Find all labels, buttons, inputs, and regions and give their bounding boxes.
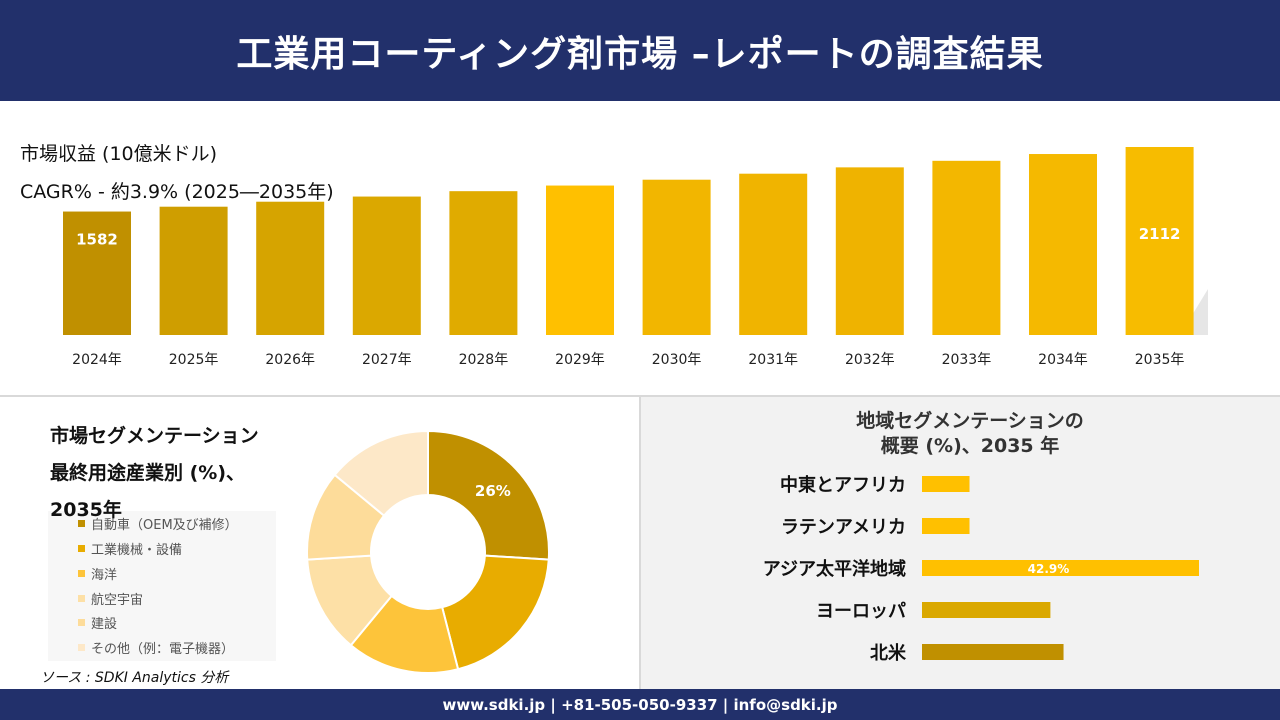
region-category-label: ヨーロッパ bbox=[816, 601, 906, 622]
legend-item: 工業機械・設備 bbox=[78, 539, 182, 558]
region-category-label: 北米 bbox=[870, 642, 907, 664]
donut-slice bbox=[333, 429, 429, 518]
revenue-bar bbox=[352, 196, 421, 335]
year-tick-label: 2030年 bbox=[652, 352, 702, 368]
donut-legend: 自動車（OEM及び補修） 工業機械・設備 海洋 航空宇宙 建設 その他（例：電子… bbox=[48, 511, 276, 661]
revenue-bar bbox=[835, 167, 904, 335]
revenue-bar bbox=[63, 211, 131, 335]
legend-label: 工業機械・設備 bbox=[91, 543, 183, 558]
revenue-bar bbox=[642, 179, 711, 335]
revenue-bar bbox=[932, 160, 1001, 335]
segment-title-line3: 2035年 bbox=[50, 499, 122, 521]
page-title: 工業用コーティング剤市場 –レポートの調査結果 bbox=[236, 33, 1044, 75]
region-panel bbox=[641, 397, 1280, 689]
segment-title-line1: 市場セグメンテーション bbox=[50, 425, 259, 447]
legend-swatch bbox=[78, 520, 85, 527]
legend-item: 建設 bbox=[78, 613, 117, 632]
legend-label: 航空宇宙 bbox=[91, 593, 144, 608]
region-title-line1: 地域セグメンテーションの bbox=[856, 410, 1084, 432]
legend-item: その他（例：電子機器） bbox=[78, 638, 234, 657]
revenue-bar bbox=[739, 173, 808, 335]
revenue-bar bbox=[546, 185, 614, 335]
year-tick-label: 2028年 bbox=[459, 352, 509, 368]
legend-swatch bbox=[78, 644, 85, 651]
legend-label: その他（例：電子機器） bbox=[91, 642, 235, 657]
region-bar bbox=[922, 602, 1051, 618]
region-bar bbox=[922, 644, 1064, 660]
donut-slice bbox=[427, 429, 550, 561]
region-category-label: アジア太平洋地域 bbox=[763, 558, 906, 580]
legend-item: 海洋 bbox=[78, 564, 117, 583]
revenue-bar bbox=[159, 206, 228, 335]
region-title-line2: 概要 (%)、2035 年 bbox=[880, 435, 1060, 457]
year-tick-label: 2033年 bbox=[942, 352, 992, 368]
revenue-value-label: 1582 bbox=[76, 231, 118, 249]
cagr-label: CAGR% - 約3.9% (2025―2035年) bbox=[20, 181, 334, 203]
year-tick-label: 2025年 bbox=[169, 352, 219, 368]
legend-swatch bbox=[78, 619, 85, 626]
legend-swatch bbox=[78, 570, 85, 577]
donut-slice bbox=[440, 554, 550, 671]
revenue-bar bbox=[1125, 147, 1194, 335]
legend-label: 自動車（OEM及び補修） bbox=[91, 518, 238, 533]
legend-label: 海洋 bbox=[91, 568, 118, 583]
revenue-bar bbox=[1029, 154, 1097, 335]
year-tick-label: 2029年 bbox=[555, 352, 605, 368]
footer-contact: www.sdki.jp | +81-505-050-9337 | info@sd… bbox=[442, 695, 838, 714]
legend-item: 航空宇宙 bbox=[78, 589, 143, 608]
revenue-value-label: 2112 bbox=[1139, 225, 1181, 243]
region-category-label: ラテンアメリカ bbox=[781, 517, 906, 538]
legend-swatch bbox=[78, 545, 85, 552]
region-category-label: 中東とアフリカ bbox=[780, 474, 906, 496]
year-tick-label: 2027年 bbox=[362, 352, 412, 368]
revenue-label: 市場収益 (10億米ドル) bbox=[20, 143, 218, 165]
donut-slice-label: 26% bbox=[475, 482, 511, 500]
legend-swatch bbox=[78, 595, 85, 602]
source-note: ソース : SDKI Analytics 分析 bbox=[40, 670, 229, 686]
revenue-bar-chart: 2024年 2025年 2026年 2027年 2028年 2029年 2030年 2031年… bbox=[48, 147, 1208, 368]
year-tick-label: 2026年 bbox=[265, 352, 315, 368]
legend-label: 建設 bbox=[91, 617, 118, 632]
year-tick-label: 2035年 bbox=[1135, 352, 1185, 368]
year-tick-label: 2024年 bbox=[72, 352, 122, 368]
year-tick-label: 2031年 bbox=[748, 352, 798, 368]
end-use-donut-chart: 26% bbox=[306, 429, 550, 674]
region-bar bbox=[922, 518, 970, 534]
legend-item: 自動車（OEM及び補修） bbox=[78, 514, 238, 533]
panel-divider bbox=[639, 397, 641, 689]
region-value-label: 42.9% bbox=[1028, 562, 1070, 576]
revenue-bar bbox=[449, 191, 518, 335]
region-bar bbox=[922, 560, 1199, 576]
region-bar bbox=[922, 476, 970, 492]
footer-bar: www.sdki.jp | +81-505-050-9337 | info@sd… bbox=[0, 689, 1280, 720]
section-divider bbox=[0, 395, 1280, 397]
header-banner: 工業用コーティング剤市場 –レポートの調査結果 bbox=[0, 0, 1280, 101]
year-tick-label: 2032年 bbox=[845, 352, 895, 368]
segment-title-line2: 最終用途産業別 (%)、 bbox=[50, 462, 246, 484]
revenue-bar bbox=[256, 201, 325, 335]
year-tick-label: 2034年 bbox=[1038, 352, 1088, 368]
